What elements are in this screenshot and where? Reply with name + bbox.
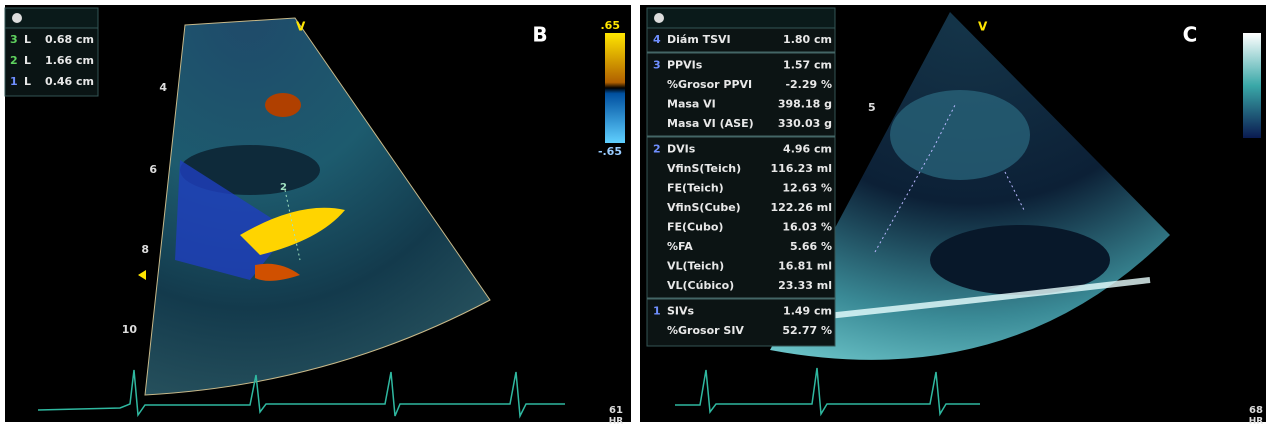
row-label: %FA [667,240,693,253]
row-label: Masa VI (ASE) [667,117,754,130]
row-label: %Grosor SIV [667,324,744,337]
doppler-flow [265,93,301,117]
measurement-value: 0.46 cm [45,75,94,88]
measurement-label: L [24,33,31,46]
measurement-label: L [24,75,31,88]
color-scale [605,33,625,143]
depth-label: 5 [868,101,876,114]
figure: 3L0.68 cm2L1.66 cm1L0.46 cm V B .65 -.65… [0,0,1266,427]
measurement-index: 3 [10,33,18,46]
measurement-label: L [24,54,31,67]
row-value: 23.33 ml [778,279,832,292]
row-label: Diám TSVI [667,33,731,46]
scale-min: -.65 [598,145,622,158]
heart-rate-unit: HR [1249,417,1264,427]
cavity [930,225,1110,295]
row-value: 1.57 cm [783,59,832,72]
row-label: %Grosor PPVI [667,78,752,91]
caliper-marker: 2 [280,182,287,193]
row-value: 116.23 ml [770,162,832,175]
row-value: 52.77 % [782,324,832,337]
group-index: 3 [653,59,661,72]
row-value: 4.96 cm [783,143,832,156]
row-value: 122.26 ml [770,201,832,214]
row-label: VL(Cúbico) [667,279,734,292]
heart-rate: 68 [1249,405,1263,416]
heart-rate: 61 [609,405,623,416]
depth-label: 6 [149,163,157,176]
scale-max: .65 [601,19,621,32]
measurement-index: 2 [10,54,18,67]
measurement-value: 1.66 cm [45,54,94,67]
group-index: 1 [653,305,661,318]
row-label: FE(Cubo) [667,221,723,234]
gray-scale [1243,33,1261,138]
group-index: 2 [653,143,661,156]
toolbar [647,8,835,28]
row-label: VfinS(Teich) [667,162,741,175]
row-value: 5.66 % [790,240,832,253]
row-value: 1.49 cm [783,305,832,318]
row-label: VL(Teich) [667,260,724,273]
row-label: SIVs [667,305,695,318]
row-value: 330.03 g [778,117,832,130]
measurement-value: 0.68 cm [45,33,94,46]
row-label: DVIs [667,143,696,156]
row-value: 398.18 g [778,98,832,111]
row-value: 16.03 % [782,221,832,234]
heart-rate-unit: HR [609,417,624,427]
icon [654,13,664,23]
measurement-index: 1 [10,75,18,88]
panel-letter: B [532,23,547,47]
row-value: 1.80 cm [783,33,832,46]
row-value: -2.29 % [785,78,832,91]
view-label: V [296,20,306,34]
depth-label: 10 [122,323,138,336]
row-value: 16.81 ml [778,260,832,273]
row-label: PPVIs [667,59,703,72]
depth-label: 4 [159,81,167,94]
tissue [890,90,1030,180]
panel-letter: C [1183,23,1198,47]
row-label: Masa VI [667,98,716,111]
group-index: 4 [653,33,661,46]
row-label: VfinS(Cube) [667,201,741,214]
panel-c: 4 Diám TSVI 1.80 cm 3 PPVIs 1.57 cm %Grosor PP… [640,5,1266,427]
row-value: 12.63 % [782,182,832,195]
view-label: V [978,20,988,34]
row-label: FE(Teich) [667,182,724,195]
icon [12,13,22,23]
depth-label: 8 [141,243,149,256]
